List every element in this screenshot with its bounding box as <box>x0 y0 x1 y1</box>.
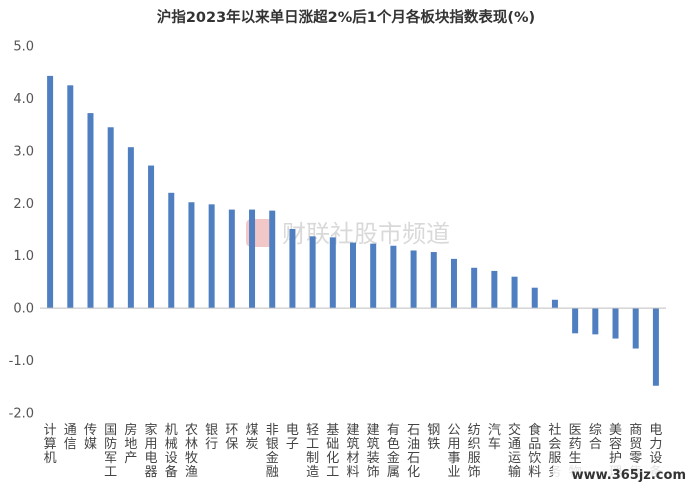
bar <box>410 250 417 309</box>
bar <box>652 308 659 386</box>
y-tick-label: 0.0 <box>13 302 34 317</box>
bar <box>148 165 155 309</box>
y-axis: 5.0 4.0 3.0 2.0 1.0 0.0 -1.0 -2.0 <box>9 40 34 422</box>
x-tick-label: 家用电器 <box>145 422 158 480</box>
bar <box>329 237 336 309</box>
x-tick-label: 房地产 <box>124 422 137 466</box>
bar <box>612 308 619 339</box>
x-tick-label: 基础化工 <box>326 423 339 480</box>
x-tick-label: 通信 <box>64 423 77 452</box>
x-tick-label: 农林牧渔 <box>185 423 198 480</box>
bar <box>430 252 437 309</box>
bar <box>228 209 235 309</box>
site-watermark-backdrop <box>553 463 687 485</box>
bar <box>188 202 195 309</box>
x-tick-label: 纺织服饰 <box>468 423 481 480</box>
watermark-text: 财联社股市频道 <box>282 220 450 248</box>
x-tick-label: 石油石化 <box>407 423 420 480</box>
bar <box>249 209 256 309</box>
bar <box>47 75 54 309</box>
x-tick-label: 综合 <box>589 423 602 452</box>
bar <box>309 236 316 309</box>
y-tick-label: -1.0 <box>9 354 34 369</box>
x-tick-label: 银行 <box>205 423 218 452</box>
bar <box>551 299 558 309</box>
x-tick-label: 公用事业 <box>447 423 460 480</box>
x-tick-label: 钢铁 <box>427 423 440 452</box>
bar <box>370 243 377 309</box>
bar <box>491 270 498 309</box>
bar <box>269 210 276 309</box>
x-tick-label: 电子 <box>286 423 299 452</box>
x-tick-label: 传媒 <box>84 423 97 452</box>
x-tick-label: 非银金融 <box>266 423 279 480</box>
bar <box>450 258 457 309</box>
bar <box>471 267 478 309</box>
bar <box>87 113 94 309</box>
site-watermark-text: www.365jz.com <box>572 468 686 483</box>
x-tick-label: 食品饮料 <box>528 422 541 480</box>
bar <box>107 127 114 309</box>
x-tick-label: 煤炭 <box>246 423 259 452</box>
y-tick-label: -2.0 <box>9 407 34 422</box>
bar <box>67 85 74 309</box>
x-tick-label: 机械设备 <box>165 423 178 480</box>
site-watermark: www.365jz.com <box>553 463 687 485</box>
y-tick-label: 2.0 <box>13 197 34 212</box>
bar <box>390 245 397 309</box>
x-tick-label: 汽车 <box>488 423 501 452</box>
bar <box>289 228 296 309</box>
y-tick-label: 1.0 <box>13 249 34 264</box>
bar <box>511 276 518 309</box>
x-tick-label: 建筑材料 <box>346 423 359 480</box>
x-tick-label: 建筑装饰 <box>367 423 380 480</box>
bar <box>592 308 599 335</box>
bars <box>47 75 659 386</box>
bar <box>208 204 215 309</box>
bar <box>572 308 579 334</box>
x-tick-label: 国防军工 <box>104 423 117 480</box>
x-tick-label: 环保 <box>225 423 238 452</box>
y-tick-label: 5.0 <box>13 40 34 55</box>
chart-title: 沪指2023年以来单日涨超2%后1个月各板块指数表现(%) <box>157 8 535 26</box>
x-tick-label: 交通运输 <box>508 422 521 480</box>
x-tick-label: 轻工制造 <box>306 423 319 480</box>
bar <box>350 242 356 309</box>
x-tick-label: 计算机 <box>44 423 57 466</box>
bar <box>531 287 538 309</box>
bar <box>632 308 639 349</box>
x-tick-label: 有色金属 <box>387 423 400 480</box>
bar <box>127 147 134 309</box>
bar <box>168 192 175 309</box>
y-tick-label: 3.0 <box>13 144 34 159</box>
y-tick-label: 4.0 <box>13 92 34 107</box>
